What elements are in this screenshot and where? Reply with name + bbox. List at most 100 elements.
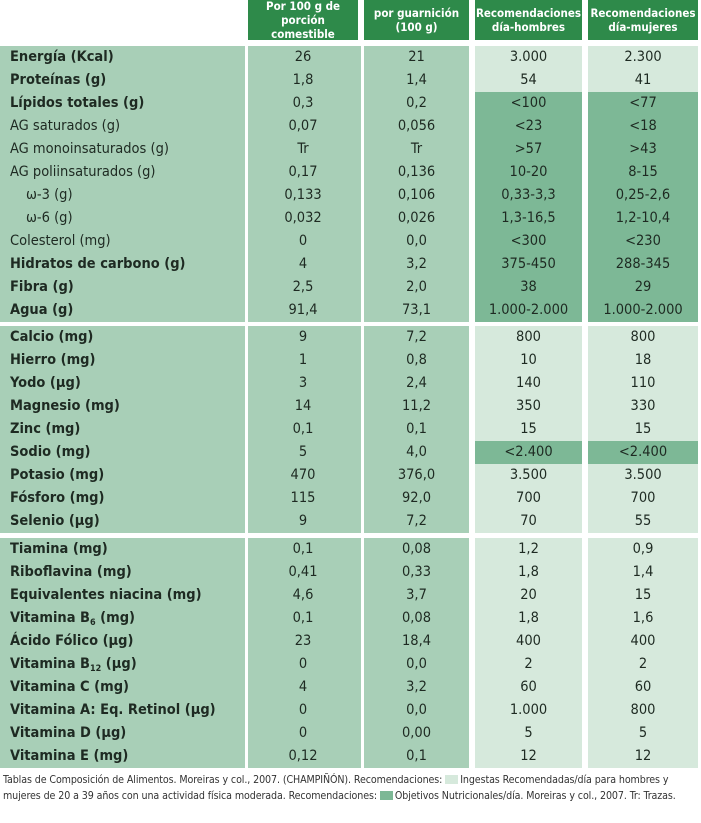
value-cell: 3.000 [509, 49, 548, 65]
footnote-recs-label: Recomendaciones: [285, 790, 380, 802]
rec-cell-bg [588, 138, 698, 161]
rec-cell-bg [475, 584, 582, 607]
value-cell: 2 [524, 656, 533, 672]
rec-cell-bg [475, 699, 582, 722]
value-cell: 7,2 [406, 513, 427, 529]
rec-cell-bg [588, 92, 698, 115]
rec-cell-bg [475, 372, 582, 395]
rec-cell-bg [475, 464, 582, 487]
row-label-text: Calcio (mg) [10, 329, 94, 345]
rec-cell-bg [475, 326, 582, 349]
row-label-unit: (mg) [95, 610, 136, 626]
rec-cell-bg [475, 745, 582, 768]
row-label-text: Tiamina (mg) [10, 541, 108, 557]
rec-cell-bg [588, 561, 698, 584]
value-cell: 470 [290, 467, 316, 483]
value-cell: 2.300 [624, 49, 662, 65]
row-label: Sodio (mg) [10, 441, 91, 464]
value-cell: 400 [516, 633, 541, 649]
section-bg [0, 46, 469, 322]
legend-swatch-dark [379, 791, 393, 800]
rec-cell-bg [588, 372, 698, 395]
row-label: AG saturados (g) [10, 115, 120, 138]
row-label: Potasio (mg) [10, 464, 104, 487]
row-label: Calcio (mg) [10, 326, 93, 349]
value-cell: 1,4 [632, 564, 654, 580]
column-divider [472, 46, 475, 322]
column-divider [585, 46, 588, 322]
rec-cell-bg [475, 138, 582, 161]
value-cell: 23 [294, 633, 312, 649]
row-label: Vitamina A: Eq. Retinol (µg) [10, 699, 216, 722]
value-cell: 3,2 [406, 679, 427, 695]
row-label-text: Vitamina A: Eq. Retinol (µg) [10, 702, 216, 718]
value-cell: <23 [514, 118, 543, 134]
footnote-legend-objectives: Objetivos Nutricionales/día. Moreiras y … [394, 790, 627, 802]
row-label-text: Vitamina B [10, 610, 90, 626]
row-label-text: Vitamina D (µg) [10, 725, 127, 741]
rec-cell-bg [475, 161, 582, 184]
value-cell: 800 [516, 329, 541, 345]
rec-cell-bg [588, 395, 698, 418]
value-cell: 0 [298, 233, 308, 249]
value-cell: 1,8 [518, 564, 539, 580]
rec-cell-bg [588, 653, 698, 676]
value-cell: 288-345 [615, 256, 671, 272]
rec-cell-bg [588, 299, 698, 322]
rec-cell-bg [588, 46, 698, 69]
value-cell: 0,25-2,6 [615, 187, 671, 203]
value-cell: Tr [410, 141, 423, 157]
value-cell: 0,8 [406, 352, 427, 368]
row-label: Proteínas (g) [10, 69, 106, 92]
footnote-traces: Tr: Trazas. [626, 790, 676, 802]
rec-cell-bg [475, 69, 582, 92]
row-label-text: ω-3 (g) [26, 187, 73, 203]
value-cell: <2.400 [618, 444, 668, 460]
value-cell: 0,1 [292, 541, 314, 557]
row-label: Riboflavina (mg) [10, 561, 132, 584]
value-cell: >43 [629, 141, 657, 157]
value-cell: 10 [520, 352, 537, 368]
value-cell: 1,3-16,5 [501, 210, 556, 226]
legend-swatch-light [445, 775, 459, 784]
row-label-text: Proteínas (g) [10, 72, 107, 88]
value-cell: 5 [298, 444, 308, 460]
value-cell: 12 [634, 748, 652, 764]
table-section: Calcio (mg) 9 7,2 800 800 Hierro (mg) 1 0,8 10 18… [0, 326, 701, 533]
rec-cell-bg [475, 653, 582, 676]
rec-cell-bg [588, 607, 698, 630]
row-label-text: Potasio (mg) [10, 467, 105, 483]
column-divider [585, 538, 588, 768]
row-label: Agua (g) [10, 299, 73, 322]
value-cell: 376,0 [397, 467, 436, 483]
rec-cell-bg [588, 115, 698, 138]
value-cell: 70 [520, 513, 537, 529]
row-label-subscript: 6 [89, 618, 96, 628]
value-cell: 0,133 [284, 187, 322, 203]
value-cell: <77 [629, 95, 657, 111]
value-cell: 14 [294, 398, 312, 414]
table-section: Energía (Kcal) 26 21 3.000 2.300 Proteínas (g… [0, 46, 701, 322]
value-cell: 5 [524, 725, 533, 741]
rec-cell-bg [588, 418, 698, 441]
row-label: Colesterol (mg) [10, 230, 111, 253]
table-header: Por 100 g de porción comestible por guar… [0, 0, 701, 41]
value-cell: 4,0 [406, 444, 427, 460]
value-cell: 0,1 [406, 748, 427, 764]
value-cell: 0,41 [288, 564, 318, 580]
value-cell: 1,4 [406, 72, 427, 88]
table-section: Tiamina (mg) 0,1 0,08 1,2 0,9 Riboflavina (mg… [0, 538, 701, 768]
value-cell: 0,33 [401, 564, 432, 580]
row-label: Ácido Fólico (µg) [10, 630, 133, 653]
value-cell: 9 [298, 329, 308, 345]
rec-cell-bg [588, 230, 698, 253]
row-label-text: Agua (g) [10, 302, 74, 318]
rec-cell-bg [475, 230, 582, 253]
row-label: Tiamina (mg) [10, 538, 108, 561]
rec-cell-bg [475, 538, 582, 561]
value-cell: 0,08 [401, 541, 432, 557]
value-cell: 1,8 [292, 72, 314, 88]
row-label-text: Fibra (g) [10, 279, 74, 295]
value-cell: 29 [634, 279, 652, 295]
value-cell: 0,9 [632, 541, 654, 557]
